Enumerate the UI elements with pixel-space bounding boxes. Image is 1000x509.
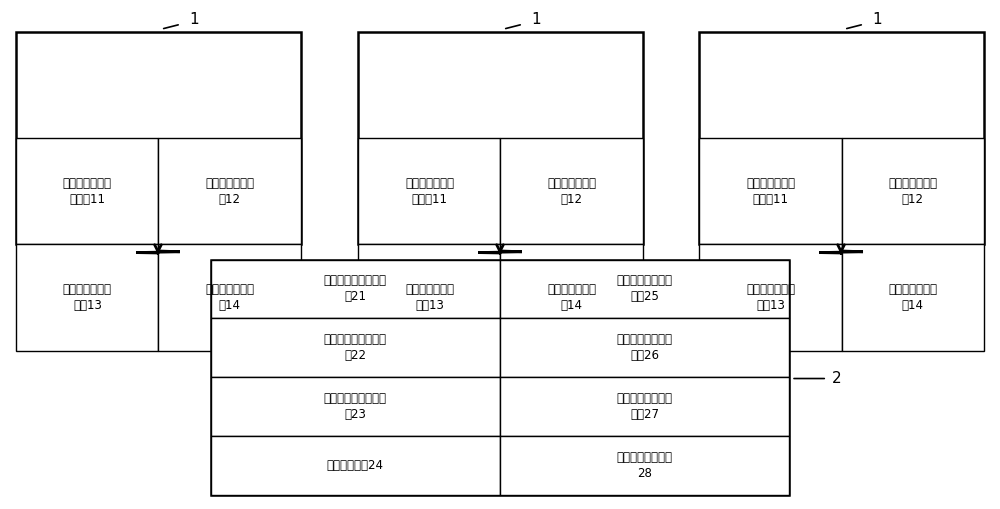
Bar [699, 32, 984, 244]
Bar [500, 319, 789, 377]
Text: 巡检数据通信连接模
块21: 巡检数据通信连接模 块21 [324, 274, 387, 303]
Text: 巡检器通信传输
模块13: 巡检器通信传输 模块13 [405, 283, 454, 312]
Text: 1: 1 [531, 12, 541, 26]
Text: 巡检器通信传输
模块13: 巡检器通信传输 模块13 [63, 283, 112, 312]
Text: 巡检数据储存模
块14: 巡检数据储存模 块14 [888, 283, 937, 312]
Bar [211, 377, 500, 436]
Bar [358, 138, 500, 244]
Bar [211, 319, 500, 377]
Text: 2: 2 [832, 371, 842, 386]
Text: 巡检数据信息获
取模块11: 巡检数据信息获 取模块11 [405, 177, 454, 206]
Bar [358, 244, 500, 351]
Text: 1: 1 [189, 12, 198, 26]
Bar [358, 32, 643, 244]
Bar [842, 244, 984, 351]
Text: 巡检数据信息获
取模块11: 巡检数据信息获 取模块11 [746, 177, 795, 206]
Text: 巡检数据储存模
块14: 巡检数据储存模 块14 [205, 283, 254, 312]
Text: 巡检数据提取模块
28: 巡检数据提取模块 28 [617, 451, 673, 480]
Text: 巡检数据处理模
块12: 巡检数据处理模 块12 [205, 177, 254, 206]
Bar [16, 138, 158, 244]
Text: 巡检数据通信调配模
块23: 巡检数据通信调配模 块23 [324, 392, 387, 421]
Bar [842, 138, 984, 244]
Bar [500, 138, 643, 244]
Text: 巡检器通信传输
模块13: 巡检器通信传输 模块13 [746, 283, 795, 312]
Text: 巡检数据处理模
块12: 巡检数据处理模 块12 [888, 177, 937, 206]
Bar [699, 244, 842, 351]
Text: 巡检数据接收处理
模块27: 巡检数据接收处理 模块27 [617, 392, 673, 421]
Bar [211, 260, 789, 495]
Bar [500, 260, 789, 319]
Bar [211, 260, 500, 319]
Bar [500, 244, 643, 351]
Text: 巡检数据通信暂存
模块25: 巡检数据通信暂存 模块25 [617, 274, 673, 303]
Text: 1: 1 [872, 12, 882, 26]
Text: 巡检数据通信设置
模块26: 巡检数据通信设置 模块26 [617, 333, 673, 362]
Text: 巡检数据处理模
块12: 巡检数据处理模 块12 [547, 177, 596, 206]
Text: 巡检数据储存模
块14: 巡检数据储存模 块14 [547, 283, 596, 312]
Bar [158, 244, 301, 351]
Bar [16, 244, 158, 351]
Bar [500, 377, 789, 436]
Bar [16, 32, 301, 244]
Text: 数据储存模块24: 数据储存模块24 [327, 459, 384, 472]
Text: 巡检数据通信处理模
块22: 巡检数据通信处理模 块22 [324, 333, 387, 362]
Bar [158, 138, 301, 244]
Bar [500, 436, 789, 495]
Bar [211, 436, 500, 495]
Bar [699, 138, 842, 244]
Text: 巡检数据信息获
取模块11: 巡检数据信息获 取模块11 [63, 177, 112, 206]
